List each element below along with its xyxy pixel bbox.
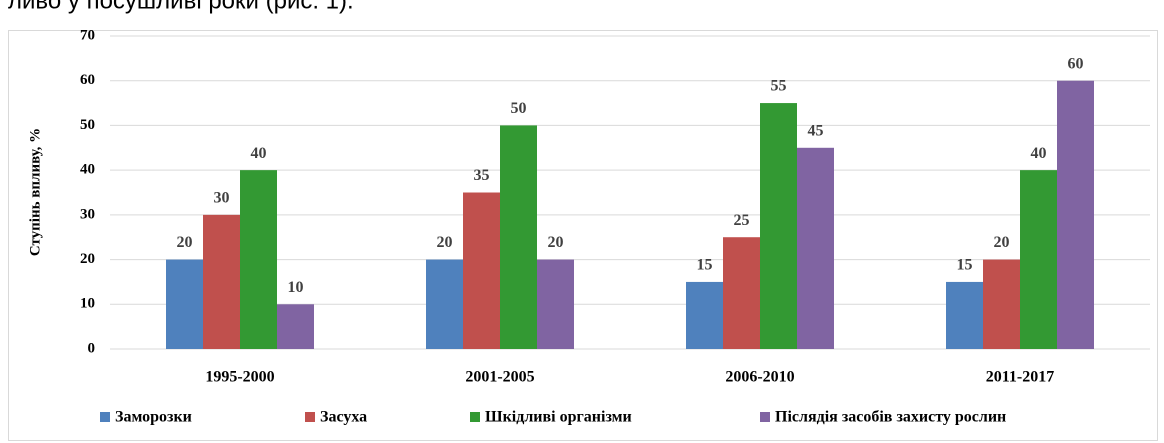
y-tick-label: 10: [80, 296, 95, 312]
data-label: 50: [511, 100, 527, 117]
bar: [277, 304, 314, 349]
bar: [426, 259, 463, 349]
data-label: 25: [734, 212, 750, 229]
data-label: 40: [251, 145, 267, 162]
y-tick-label: 50: [80, 117, 95, 133]
bar: [983, 259, 1020, 349]
y-tick-label: 40: [80, 162, 95, 178]
legend-label: Післядія засобів захисту рослин: [775, 409, 1006, 426]
y-tick-label: 20: [80, 251, 95, 267]
bar: [946, 281, 983, 349]
legend-swatch: [760, 412, 770, 422]
y-tick-label: 0: [88, 340, 96, 356]
data-label: 15: [697, 257, 713, 274]
legend-swatch: [470, 412, 480, 422]
bar: [203, 214, 240, 349]
data-label: 20: [994, 234, 1010, 251]
y-tick-label: 60: [80, 72, 95, 88]
data-label: 15: [957, 257, 973, 274]
chart-frame: [8, 30, 1158, 441]
data-label: 10: [288, 279, 304, 296]
bar: [723, 237, 760, 349]
bar: [1020, 170, 1057, 349]
legend-label: Шкідливі організми: [485, 409, 632, 426]
data-label: 20: [548, 234, 564, 251]
legend-label: Заморозки: [115, 409, 192, 426]
x-tick-label: 2006-2010: [725, 369, 794, 386]
bar: [1057, 80, 1094, 349]
legend-swatch: [305, 412, 315, 422]
legend-label: Засуха: [320, 409, 367, 426]
data-label: 60: [1068, 55, 1084, 72]
data-label: 45: [808, 122, 824, 139]
data-label: 40: [1031, 145, 1047, 162]
bar: [240, 170, 277, 349]
data-label: 20: [177, 234, 193, 251]
bar: [537, 259, 574, 349]
bar: [463, 192, 500, 349]
data-label: 35: [474, 167, 490, 184]
bar: [166, 259, 203, 349]
bar: [797, 147, 834, 349]
data-label: 30: [214, 190, 230, 207]
x-tick-label: 1995-2000: [205, 369, 274, 386]
y-axis-title: Ступінь впливу, %: [27, 128, 43, 256]
data-label: 20: [437, 234, 453, 251]
y-tick-label: 30: [80, 206, 95, 222]
x-tick-label: 2001-2005: [465, 369, 534, 386]
x-tick-label: 2011-2017: [986, 369, 1054, 386]
bar: [686, 281, 723, 349]
y-tick-label: 70: [80, 27, 95, 43]
data-label: 55: [771, 78, 787, 95]
context-text: ливо у посушливі роки (рис. 1).: [8, 0, 354, 14]
bar: [760, 103, 797, 349]
legend-swatch: [100, 412, 110, 422]
bar: [500, 125, 537, 349]
